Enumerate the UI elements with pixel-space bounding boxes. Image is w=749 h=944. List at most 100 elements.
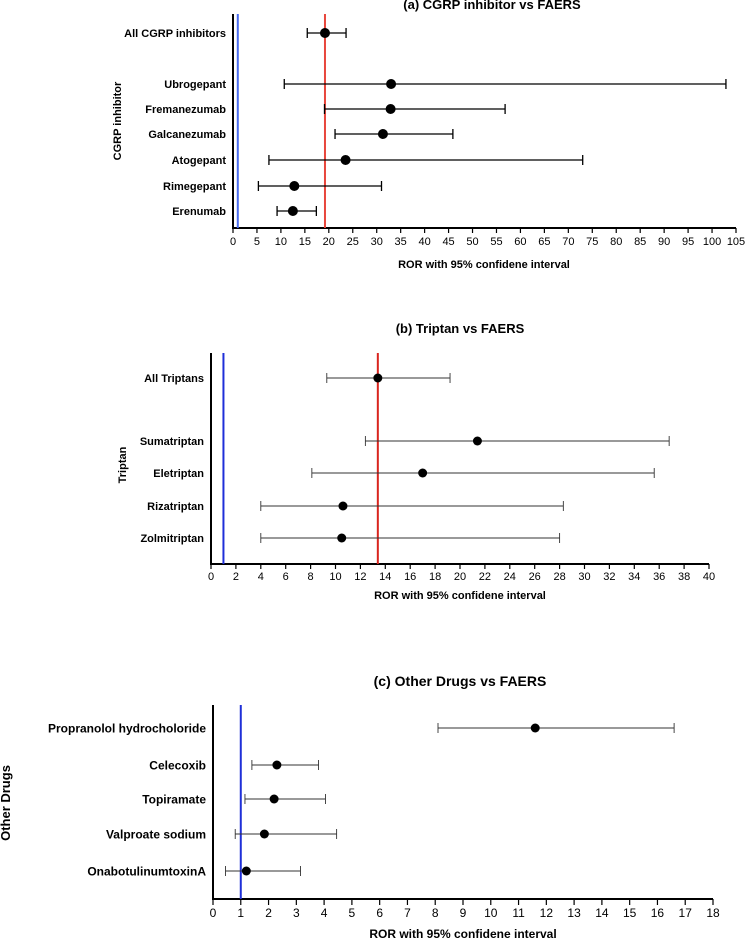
category-label: Erenumab bbox=[172, 206, 226, 218]
ror-point bbox=[259, 829, 269, 839]
x-tick-label: 16 bbox=[651, 906, 665, 920]
x-tick-label: 1 bbox=[237, 906, 244, 920]
category-label: Rizatriptan bbox=[147, 501, 204, 513]
x-tick-label: 75 bbox=[586, 236, 598, 248]
x-tick-label: 0 bbox=[230, 236, 236, 248]
x-tick-label: 28 bbox=[553, 571, 565, 583]
x-tick-label: 4 bbox=[258, 571, 264, 583]
ror-point bbox=[340, 155, 351, 165]
ror-point bbox=[319, 28, 330, 38]
x-tick-label: 100 bbox=[703, 236, 721, 248]
x-tick-label: 95 bbox=[682, 236, 694, 248]
category-label: Galcanezumab bbox=[148, 129, 226, 141]
x-tick-label: 14 bbox=[595, 906, 609, 920]
ror-point bbox=[385, 104, 396, 114]
x-tick-label: 30 bbox=[578, 571, 590, 583]
category-label: Fremanezumab bbox=[145, 104, 226, 116]
ror-point bbox=[272, 760, 282, 770]
x-tick-label: 10 bbox=[484, 906, 498, 920]
x-tick-label: 35 bbox=[395, 236, 407, 248]
x-tick-label: 11 bbox=[512, 906, 525, 920]
chart-title: (c) Other Drugs vs FAERS bbox=[374, 673, 547, 689]
x-tick-label: 25 bbox=[347, 236, 359, 248]
ror-point bbox=[241, 866, 251, 876]
x-tick-label: 15 bbox=[299, 236, 311, 248]
x-tick-label: 30 bbox=[371, 236, 383, 248]
x-tick-label: 40 bbox=[418, 236, 430, 248]
x-tick-label: 65 bbox=[538, 236, 550, 248]
category-label: Zolmitriptan bbox=[140, 533, 204, 545]
x-tick-label: 20 bbox=[454, 571, 466, 583]
x-tick-label: 13 bbox=[567, 906, 581, 920]
x-tick-label: 16 bbox=[404, 571, 416, 583]
ror-point bbox=[289, 181, 300, 191]
x-tick-label: 60 bbox=[514, 236, 526, 248]
category-label: Propranolol hydrocholoride bbox=[48, 721, 206, 735]
x-tick-label: 105 bbox=[727, 236, 745, 248]
ror-point bbox=[530, 723, 540, 733]
x-tick-label: 50 bbox=[466, 236, 478, 248]
category-label: Topiramate bbox=[142, 792, 206, 806]
category-label: OnabotulinumtoxinA bbox=[87, 864, 206, 878]
x-tick-label: 40 bbox=[703, 571, 715, 583]
x-tick-label: 14 bbox=[379, 571, 391, 583]
x-tick-label: 12 bbox=[354, 571, 366, 583]
x-tick-label: 4 bbox=[321, 906, 328, 920]
category-label: Sumatriptan bbox=[140, 436, 204, 448]
x-tick-label: 36 bbox=[653, 571, 665, 583]
x-tick-label: 34 bbox=[628, 571, 640, 583]
x-axis-label: ROR with 95% confidene interval bbox=[398, 259, 570, 271]
x-tick-label: 55 bbox=[490, 236, 502, 248]
x-tick-label: 22 bbox=[479, 571, 491, 583]
x-tick-label: 8 bbox=[308, 571, 314, 583]
ror-point bbox=[472, 436, 482, 446]
chart-title: (b) Triptan vs FAERS bbox=[396, 321, 525, 336]
y-axis-label: CGRP inhibitor bbox=[112, 81, 124, 160]
x-tick-label: 6 bbox=[283, 571, 289, 583]
x-tick-label: 5 bbox=[254, 236, 260, 248]
x-tick-label: 24 bbox=[504, 571, 516, 583]
x-tick-label: 18 bbox=[706, 906, 720, 920]
x-tick-label: 26 bbox=[529, 571, 541, 583]
x-tick-label: 10 bbox=[275, 236, 287, 248]
category-label: Atogepant bbox=[172, 155, 227, 167]
x-axis-label: ROR with 95% confidene interval bbox=[374, 590, 546, 602]
x-tick-label: 17 bbox=[679, 906, 693, 920]
ror-point bbox=[337, 533, 347, 543]
category-label: Rimegepant bbox=[163, 181, 226, 193]
x-tick-label: 20 bbox=[323, 236, 335, 248]
ror-point bbox=[338, 501, 348, 511]
category-label: Celecoxib bbox=[149, 758, 206, 772]
x-tick-label: 38 bbox=[678, 571, 690, 583]
x-tick-label: 10 bbox=[329, 571, 341, 583]
x-tick-label: 2 bbox=[265, 906, 272, 920]
x-tick-label: 32 bbox=[603, 571, 615, 583]
x-tick-label: 3 bbox=[293, 906, 300, 920]
x-tick-label: 80 bbox=[610, 236, 622, 248]
x-tick-label: 90 bbox=[658, 236, 670, 248]
ror-point bbox=[287, 206, 298, 216]
category-label: Ubrogepant bbox=[164, 79, 226, 91]
x-tick-label: 9 bbox=[460, 906, 467, 920]
ror-point bbox=[418, 468, 428, 478]
chart-title: (a) CGRP inhibitor vs FAERS bbox=[403, 0, 581, 12]
x-tick-label: 0 bbox=[210, 906, 217, 920]
panel-a-cgrp: (a) CGRP inhibitor vs FAERS CGRP inhibito… bbox=[112, 0, 745, 271]
x-axis-label: ROR with 95% confidene interval bbox=[369, 927, 556, 941]
ror-point bbox=[373, 373, 383, 383]
x-tick-label: 0 bbox=[208, 571, 214, 583]
x-tick-label: 85 bbox=[634, 236, 646, 248]
category-label: Valproate sodium bbox=[106, 827, 206, 841]
x-tick-label: 6 bbox=[376, 906, 383, 920]
x-tick-label: 2 bbox=[233, 571, 239, 583]
x-tick-label: 45 bbox=[442, 236, 454, 248]
category-label: All Triptans bbox=[144, 373, 204, 385]
x-tick-label: 7 bbox=[404, 906, 411, 920]
ror-point bbox=[377, 129, 388, 139]
ror-point bbox=[386, 79, 397, 89]
x-tick-label: 18 bbox=[429, 571, 441, 583]
category-label: Eletriptan bbox=[153, 468, 204, 480]
x-tick-label: 5 bbox=[349, 906, 356, 920]
